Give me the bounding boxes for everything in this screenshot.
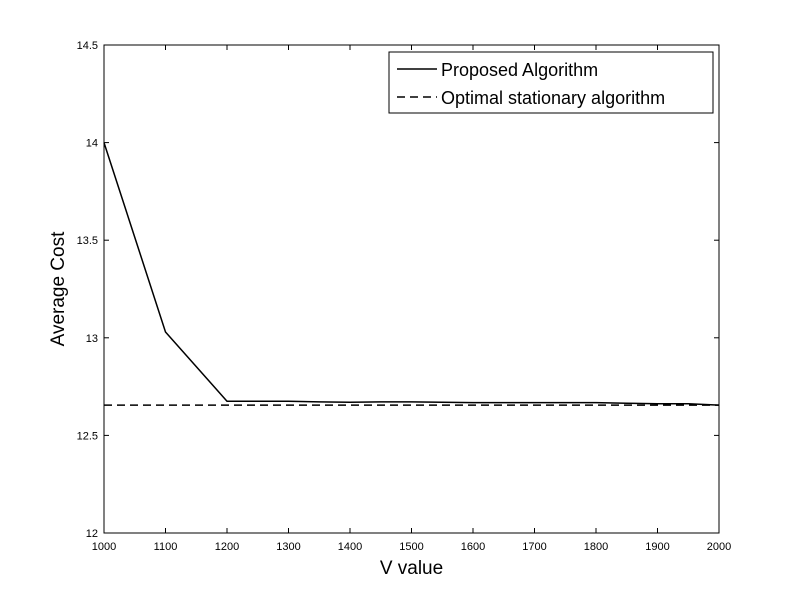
x-tick-label-1: 1100 — [154, 541, 178, 553]
y-tick-label-2: 13 — [86, 333, 98, 345]
y-tick-label-4: 14 — [86, 138, 98, 150]
y-axis-ticks: 12 12.5 13 13.5 14 14.5 — [77, 40, 719, 540]
legend-label-optimal: Optimal stationary algorithm — [441, 88, 665, 108]
x-tick-label-8: 1800 — [584, 541, 608, 553]
x-tick-label-7: 1700 — [522, 541, 546, 553]
x-axis-ticks: 1000 1100 1200 1300 1400 1500 1600 1700 1800 1900… — [92, 45, 731, 553]
legend: Proposed Algorithm Optimal stationary al… — [388, 51, 714, 114]
x-tick-label-4: 1400 — [338, 541, 362, 553]
y-tick-label-5: 14.5 — [77, 40, 98, 52]
legend-box — [388, 51, 714, 114]
plot-area — [103, 44, 720, 534]
x-tick-label-6: 1600 — [461, 541, 485, 553]
y-tick-label-1: 12.5 — [77, 430, 98, 442]
x-tick-label-3: 1300 — [276, 541, 300, 553]
series-line-proposed — [103, 142, 720, 406]
y-tick-label-0: 12 — [86, 528, 98, 540]
series-layer — [103, 142, 720, 406]
x-tick-label-0: 1000 — [92, 541, 116, 553]
y-axis-title: Average Cost — [48, 231, 69, 346]
x-axis-title: V value — [380, 558, 443, 579]
legend-label-proposed: Proposed Algorithm — [441, 60, 598, 80]
x-tick-label-9: 1900 — [645, 541, 669, 553]
x-tick-label-2: 1200 — [215, 541, 239, 553]
y-tick-label-3: 13.5 — [77, 235, 98, 247]
x-tick-label-5: 1500 — [399, 541, 423, 553]
x-tick-label-10: 2000 — [707, 541, 731, 553]
